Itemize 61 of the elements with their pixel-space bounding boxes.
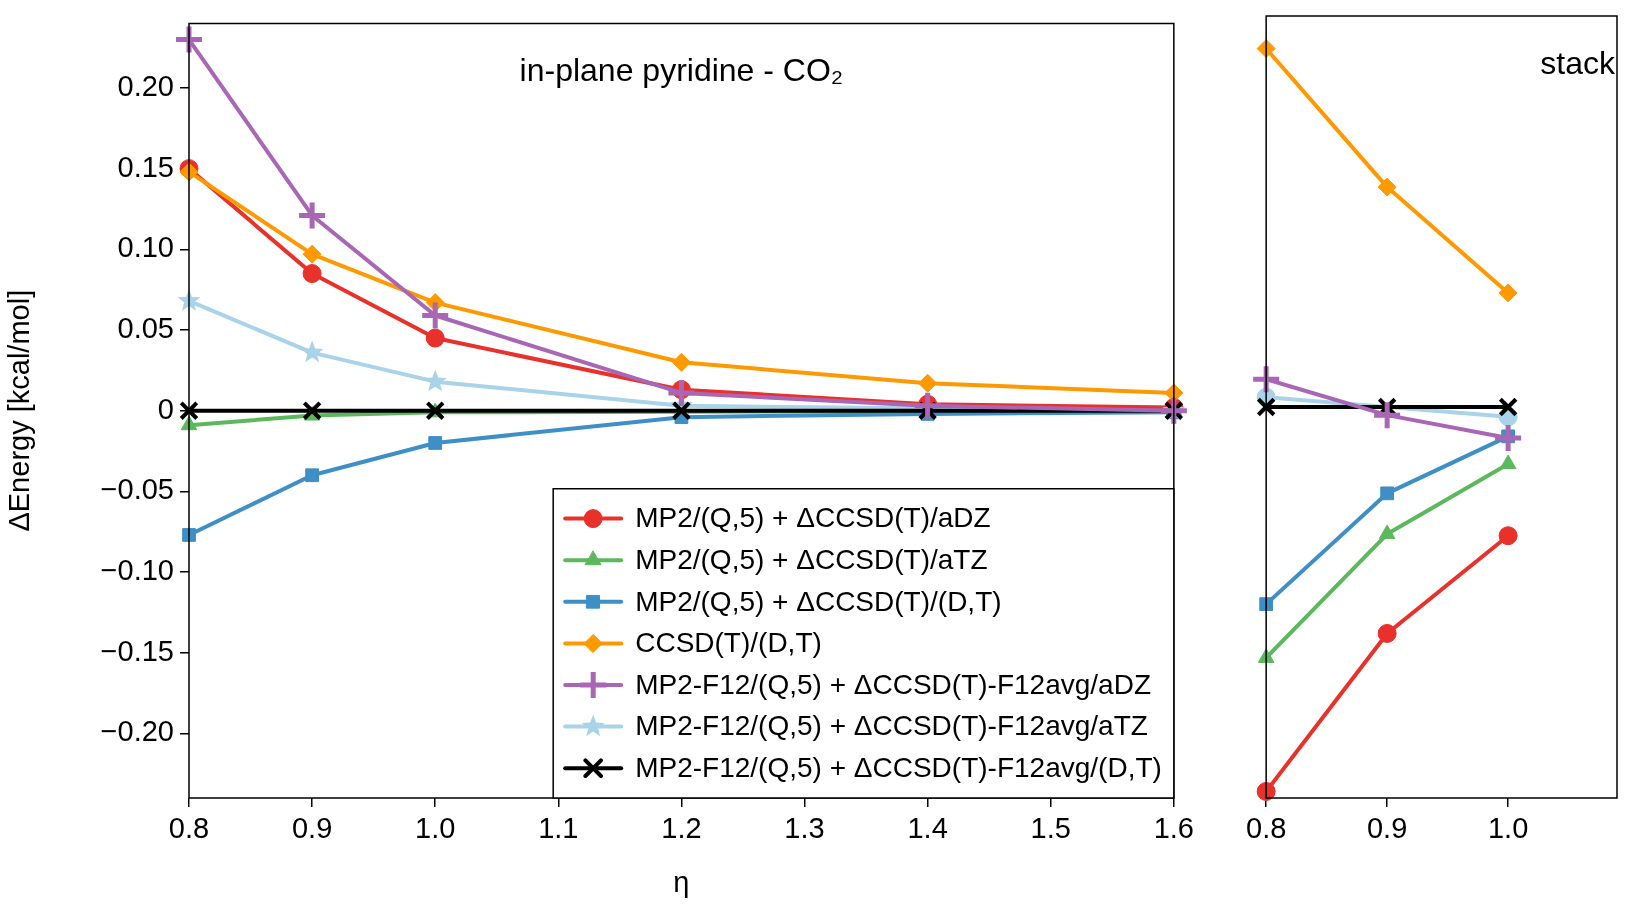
point bbox=[179, 400, 199, 421]
point bbox=[299, 202, 326, 229]
point bbox=[1499, 454, 1517, 470]
point bbox=[671, 352, 691, 372]
x-tick-label: 0.9 bbox=[291, 812, 333, 845]
point bbox=[1380, 486, 1394, 501]
x-tick-label: 1.0 bbox=[1487, 812, 1529, 845]
point bbox=[1498, 397, 1518, 417]
y-tick-label: 0.05 bbox=[117, 312, 174, 345]
point bbox=[300, 340, 324, 363]
x-tick-label: 0.9 bbox=[1366, 812, 1408, 845]
point bbox=[302, 264, 322, 284]
text: stack bbox=[1540, 45, 1616, 81]
legend-label: MP2/(Q,5) + ΔCCSD(T)/aDZ bbox=[635, 502, 991, 534]
point bbox=[1377, 623, 1397, 643]
point bbox=[671, 400, 692, 421]
x-tick-label: 1.6 bbox=[1153, 812, 1195, 845]
y-tick-label: −0.20 bbox=[100, 715, 174, 748]
y-tick-label: 0.10 bbox=[117, 231, 174, 264]
x-tick-label: 0.8 bbox=[168, 812, 210, 845]
x-tick-label: 1.3 bbox=[784, 812, 825, 845]
legend-label: MP2/(Q,5) + ΔCCSD(T)/aTZ bbox=[635, 543, 988, 575]
point bbox=[302, 244, 322, 264]
y-tick-label: 0.15 bbox=[117, 150, 174, 183]
point bbox=[428, 436, 443, 450]
y-tick-label: 0.20 bbox=[117, 69, 174, 102]
x-tick-label: 1.5 bbox=[1030, 812, 1071, 845]
legend-label: MP2-F12/(Q,5) + ΔCCSD(T)-F12avg/(D,T) bbox=[635, 751, 1162, 783]
legend-label: MP2-F12/(Q,5) + ΔCCSD(T)-F12avg/aDZ bbox=[635, 668, 1151, 700]
point bbox=[918, 373, 938, 393]
y-tick-label: −0.10 bbox=[100, 554, 174, 587]
point bbox=[182, 528, 196, 542]
x-tick-label: 0.8 bbox=[1245, 812, 1287, 845]
text: in-plane pyridine - CO₂ bbox=[519, 52, 844, 89]
point bbox=[425, 328, 445, 348]
y-tick-label: −0.15 bbox=[100, 634, 174, 667]
point bbox=[423, 369, 447, 392]
x-tick-label: 1.0 bbox=[415, 812, 456, 845]
legend-label: CCSD(T)/(D,T) bbox=[635, 627, 822, 659]
point bbox=[668, 379, 695, 406]
point bbox=[1498, 283, 1518, 303]
y-tick-label: 0 bbox=[157, 392, 174, 425]
point bbox=[1259, 597, 1274, 611]
x-tick-label: 1.4 bbox=[907, 812, 948, 845]
point bbox=[422, 302, 449, 329]
point bbox=[1495, 424, 1522, 451]
x-axis-title: η bbox=[673, 865, 690, 898]
point bbox=[1378, 524, 1396, 540]
point bbox=[1377, 177, 1397, 197]
point bbox=[1256, 397, 1276, 417]
legend-label: MP2-F12/(Q,5) + ΔCCSD(T)-F12avg/aTZ bbox=[635, 710, 1148, 742]
point bbox=[1498, 526, 1518, 546]
y-tick-label: −0.05 bbox=[100, 473, 174, 506]
x-tick-label: 1.1 bbox=[538, 812, 579, 845]
y-axis-title: ΔEnergy [kcal/mol] bbox=[3, 289, 36, 532]
point bbox=[1374, 402, 1401, 429]
point bbox=[305, 468, 319, 483]
point bbox=[302, 400, 322, 421]
x-tick-label: 1.2 bbox=[661, 812, 702, 845]
legend-label: MP2/(Q,5) + ΔCCSD(T)/(D,T) bbox=[635, 585, 1002, 617]
point bbox=[914, 392, 941, 419]
